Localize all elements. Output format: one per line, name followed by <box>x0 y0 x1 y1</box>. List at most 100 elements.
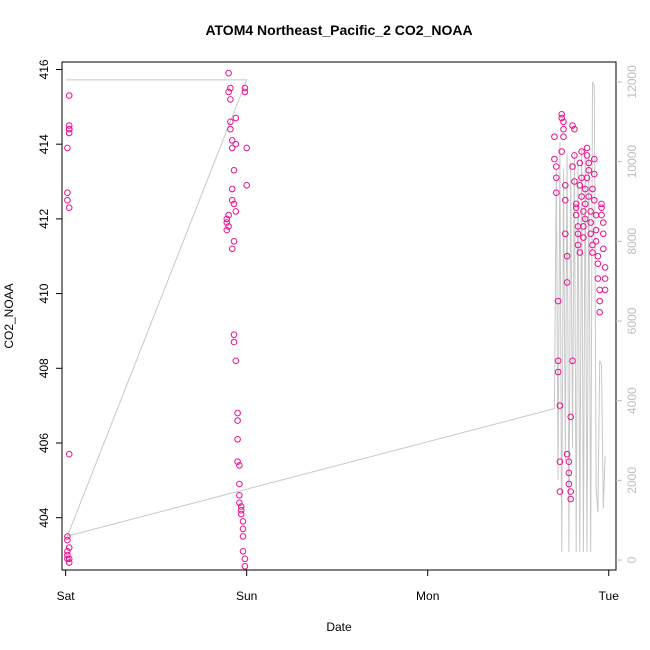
y2-tick-label: 0 <box>625 556 639 563</box>
co2-data-point <box>234 417 241 424</box>
co2-data-point <box>236 499 243 507</box>
co2-data-point <box>227 84 234 92</box>
x-tick-label: Sun <box>236 589 257 603</box>
co2-data-point <box>553 163 560 170</box>
co2-data-point <box>230 238 238 245</box>
co2-data-point <box>237 506 245 514</box>
co2-data-point <box>585 159 593 167</box>
y2-tick-label: 6000 <box>625 307 639 334</box>
co2-data-point <box>237 503 245 510</box>
co2-data-point <box>594 275 602 282</box>
co2-data-point <box>598 204 605 211</box>
co2-data-point <box>65 129 73 137</box>
co2-data-point <box>601 264 609 271</box>
co2-data-point <box>65 125 73 133</box>
co2-data-point <box>228 196 236 204</box>
x-tick-label: Tue <box>599 589 620 603</box>
co2-data-point <box>592 211 600 219</box>
co2-data-point <box>553 189 560 196</box>
co2-data-point <box>65 559 73 566</box>
co2-data-point <box>596 297 604 305</box>
altitude-line-layer <box>65 79 606 553</box>
y2-tick-label: 4000 <box>625 387 639 414</box>
co2-data-point <box>565 480 573 488</box>
co2-data-point <box>558 148 566 155</box>
co2-data-point <box>223 215 231 223</box>
co2-data-point <box>234 409 241 417</box>
co2-data-point <box>600 230 607 238</box>
co2-data-point <box>591 196 598 204</box>
co2-data-point <box>583 152 591 159</box>
co2-data-point <box>572 204 580 211</box>
y-axis-left: 404 406 408 410 412 414 416 <box>37 59 62 528</box>
co2-data-point <box>562 182 569 189</box>
co2-data-point <box>596 286 604 294</box>
co2-data-point <box>241 84 249 92</box>
co2-data-point <box>576 249 584 256</box>
y-axis-right: 0 2000 4000 6000 8000 10000 12000 <box>616 65 639 563</box>
co2-data-point <box>553 174 560 182</box>
co2-data-point <box>230 200 238 208</box>
y-tick-label: 406 <box>37 433 51 453</box>
co2-data-point <box>239 533 247 540</box>
co2-data-point <box>563 450 571 458</box>
co2-data-point <box>239 525 247 533</box>
co2-data-point <box>581 200 589 208</box>
co2-data-point <box>223 219 231 226</box>
co2-data-point <box>65 204 73 211</box>
co2-data-point <box>562 230 569 238</box>
co2-data-point <box>558 114 566 122</box>
co2-data-point <box>225 223 232 230</box>
y-tick-label: 408 <box>37 358 51 378</box>
y-tick-label: 410 <box>37 283 51 303</box>
chart-title: ATOM4 Northeast_Pacific_2 CO2_NOAA <box>205 22 472 38</box>
co2-data-point <box>556 402 564 409</box>
co2-data-point <box>578 148 585 155</box>
co2-data-point <box>228 137 236 144</box>
co2-data-point <box>64 533 71 540</box>
plot-area <box>61 61 617 571</box>
co2-data-point <box>232 357 240 365</box>
co2-data-point <box>565 458 573 466</box>
x-axis: Sat Sun Mon Tue <box>57 570 620 603</box>
co2-data-point <box>587 208 595 215</box>
altitude-line <box>65 79 606 553</box>
co2-data-point <box>227 125 234 133</box>
y-tick-label: 414 <box>37 134 51 154</box>
co2-data-point <box>65 555 73 563</box>
co2-data-point <box>228 185 236 193</box>
co2-data-point <box>601 275 609 282</box>
co2-points-layer <box>64 69 609 570</box>
co2-data-point <box>567 413 575 421</box>
co2-data-point <box>565 469 573 477</box>
co2-data-point <box>551 133 558 140</box>
co2-data-point <box>558 111 566 118</box>
co2-data-point <box>232 208 240 215</box>
co2-data-point <box>227 96 234 103</box>
co2-data-point <box>239 548 247 555</box>
co2-data-point <box>585 193 593 200</box>
co2-data-point <box>563 252 571 260</box>
co2-data-point <box>569 122 576 129</box>
plot-frame <box>61 61 617 571</box>
co2-data-point <box>594 252 602 260</box>
co2-data-point <box>580 223 587 230</box>
co2-data-point <box>596 309 604 316</box>
y2-tick-label: 2000 <box>625 467 639 494</box>
co2-data-point <box>230 167 238 174</box>
y-axis-label: CO2_NOAA <box>2 283 16 348</box>
co2-data-point <box>594 260 602 268</box>
co2-data-point <box>230 338 238 346</box>
co2-data-point <box>551 155 558 163</box>
co2-data-point <box>571 178 578 185</box>
co2-data-point <box>601 286 609 294</box>
co2-data-point <box>65 122 73 129</box>
co2-data-point <box>236 480 243 488</box>
co2-data-point <box>580 208 587 215</box>
co2-data-point <box>232 140 240 148</box>
co2-data-point <box>591 155 598 163</box>
x-tick-label: Mon <box>416 589 439 603</box>
co2-data-point <box>64 189 71 196</box>
co2-data-point <box>223 226 231 234</box>
